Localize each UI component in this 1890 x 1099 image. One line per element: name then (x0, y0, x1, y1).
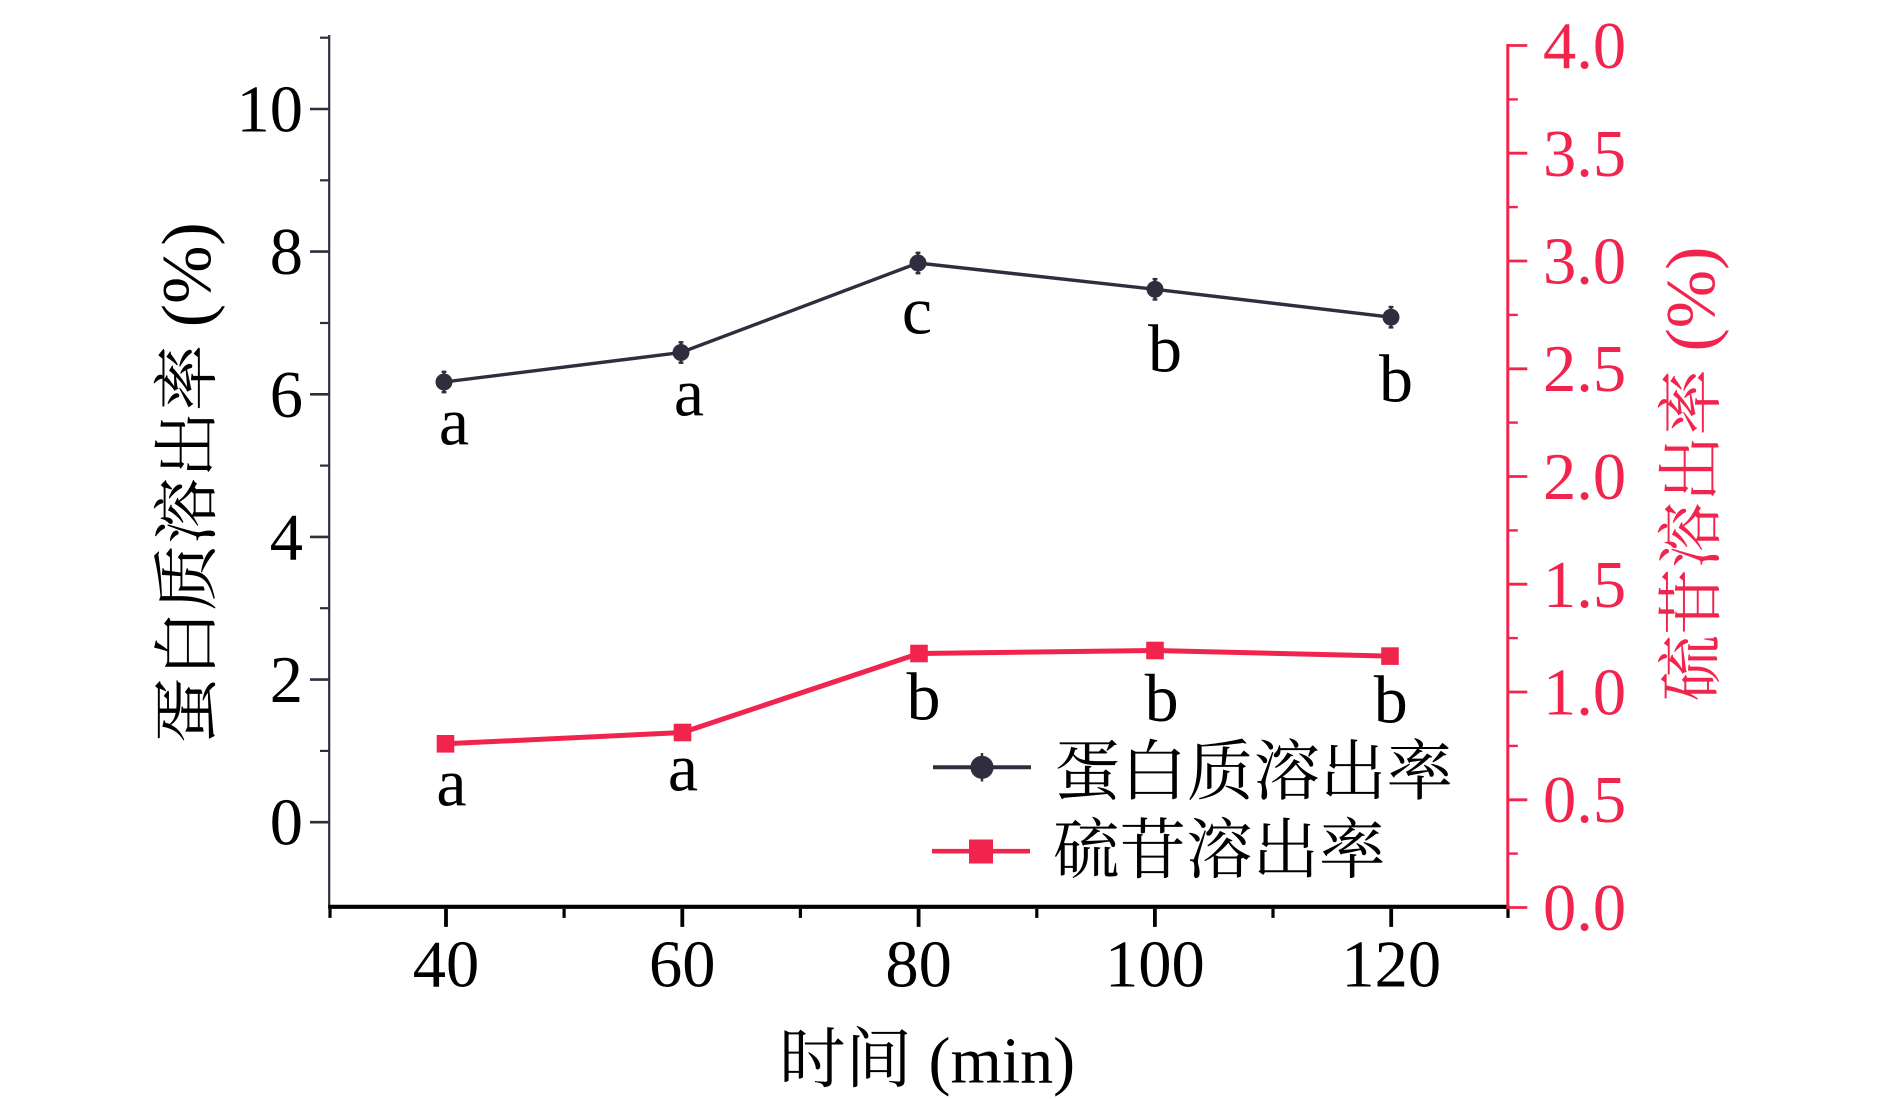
svg-text:0.5: 0.5 (1543, 764, 1626, 837)
svg-text:(%): (%) (149, 222, 226, 327)
svg-text:(min): (min) (929, 1025, 1076, 1098)
svg-text:1.0: 1.0 (1543, 657, 1626, 730)
svg-text:1.5: 1.5 (1543, 549, 1626, 622)
svg-text:b: b (907, 659, 941, 735)
svg-text:40: 40 (413, 929, 480, 1002)
svg-text:3.5: 3.5 (1543, 118, 1626, 191)
svg-text:6: 6 (270, 359, 303, 432)
svg-text:b: b (1148, 311, 1182, 387)
svg-text:2.5: 2.5 (1543, 333, 1626, 406)
svg-text:0: 0 (270, 787, 303, 860)
svg-text:a: a (436, 744, 466, 820)
svg-text:b: b (1379, 341, 1413, 417)
svg-text:8: 8 (270, 216, 303, 289)
svg-text:b: b (1145, 660, 1179, 736)
svg-text:10: 10 (237, 74, 304, 147)
svg-text:b: b (1374, 662, 1408, 738)
svg-text:0.0: 0.0 (1543, 872, 1626, 945)
svg-text:80: 80 (885, 929, 952, 1002)
svg-text:(%): (%) (1653, 247, 1730, 352)
svg-text:3.0: 3.0 (1543, 226, 1626, 299)
svg-text:a: a (439, 383, 469, 459)
svg-text:2: 2 (270, 644, 303, 717)
svg-text:60: 60 (649, 929, 716, 1002)
svg-text:4.0: 4.0 (1543, 10, 1626, 83)
svg-text:a: a (668, 729, 698, 805)
svg-text:120: 120 (1341, 929, 1441, 1002)
svg-text:100: 100 (1105, 929, 1205, 1002)
svg-text:c: c (902, 272, 932, 348)
svg-text:4: 4 (270, 501, 303, 574)
svg-text:2.0: 2.0 (1543, 441, 1626, 514)
svg-text:a: a (674, 354, 704, 430)
